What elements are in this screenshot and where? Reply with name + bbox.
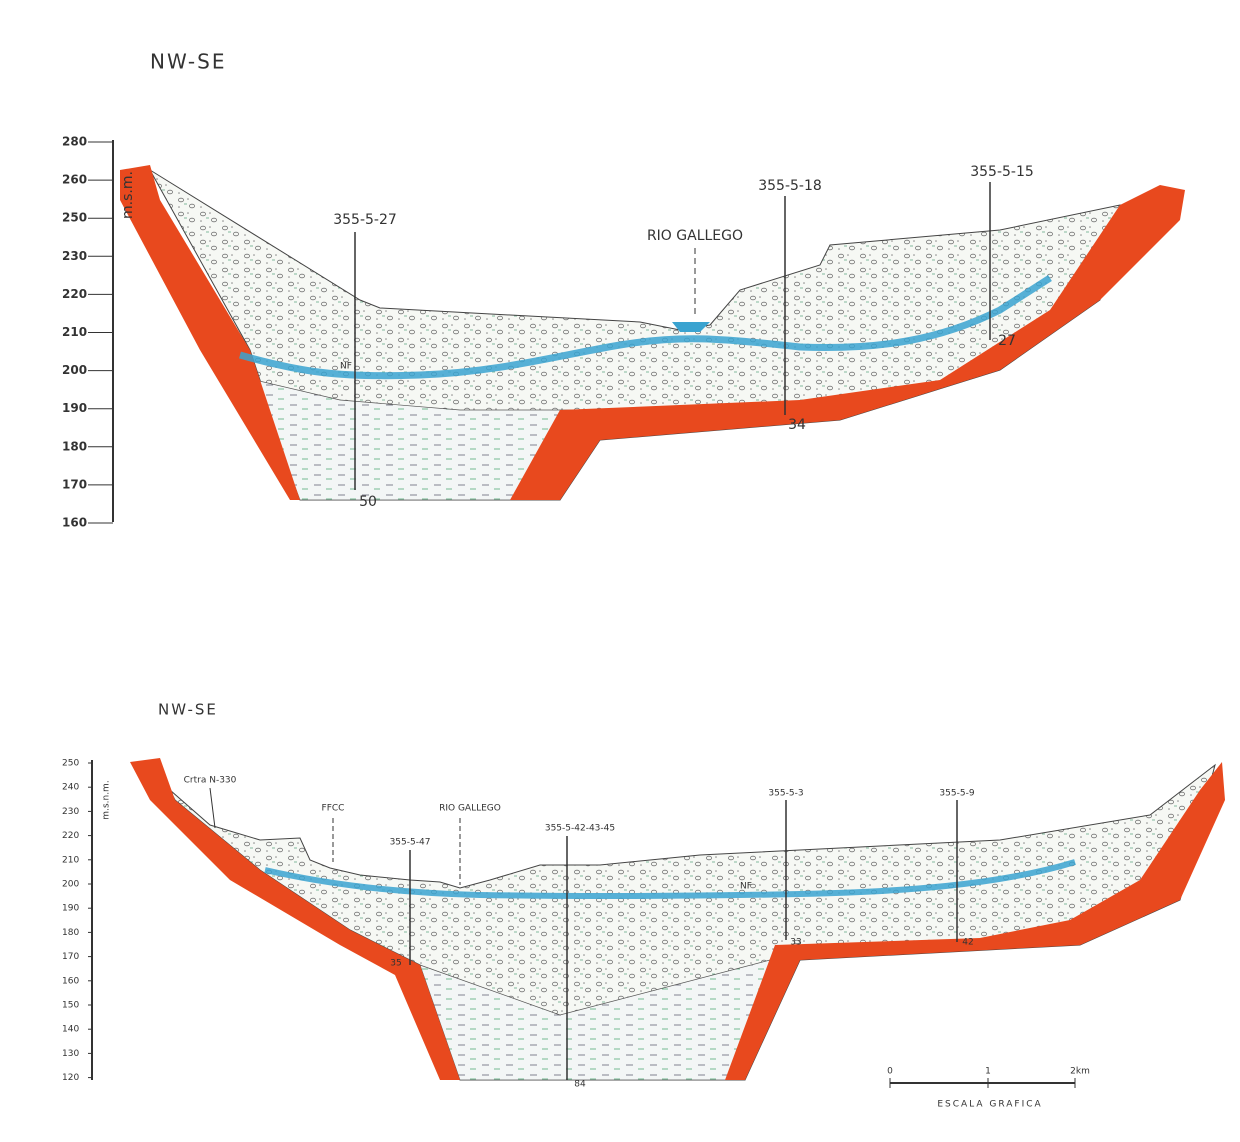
section-bottom [92,758,1225,1088]
label: NW-SE [158,701,218,719]
label: m.s.m. [120,171,136,219]
label: 190 [62,401,87,415]
label: 160 [62,976,79,986]
landmark-marker [210,788,215,828]
label: 220 [62,831,79,841]
label: 180 [62,928,79,938]
label: 150 [62,1001,79,1011]
label: 250 [62,759,79,769]
label: 34 [788,417,806,433]
label: 355-5-47 [390,838,431,848]
label: NF [740,882,752,892]
label: 355-5-3 [768,789,803,799]
label: 170 [62,477,87,491]
label: ESCALA GRAFICA [937,1100,1042,1110]
label: 355-5-27 [333,212,397,228]
section-top [113,140,1185,522]
label: 130 [62,1049,79,1059]
label: 140 [62,1025,79,1035]
label: 84 [574,1080,586,1090]
label: 210 [62,855,79,865]
label: 50 [359,494,377,510]
label: 355-5-15 [970,164,1034,180]
label: 200 [62,363,87,377]
label: 27 [998,333,1016,349]
label: 355-5-18 [758,178,822,194]
label: FFCC [322,804,345,814]
label: 190 [62,904,79,914]
label: 33 [790,938,801,948]
label: 180 [62,439,87,453]
label: Crtra N-330 [184,776,237,786]
label: 120 [62,1073,79,1083]
label: 35 [390,959,401,969]
label: NW-SE [150,50,226,74]
label: 250 [62,211,87,225]
label: 220 [62,287,87,301]
label: 1 [985,1067,991,1077]
cross-sections: NW-SE m.s.m. 280 260 250 230 220 210 200 190 180 17… [0,0,1240,1142]
label: 200 [62,880,79,890]
label: NF [340,362,352,372]
label: 355-5-42-43-45 [545,824,615,834]
label: 240 [62,783,79,793]
label: 230 [62,249,87,263]
label: 230 [62,807,79,817]
label: 2km [1070,1067,1090,1077]
label: 160 [62,516,87,530]
label: 0 [887,1067,893,1077]
label: 355-5-9 [939,789,974,799]
label: 42 [962,938,973,948]
label: m.s.n.m. [102,780,112,819]
label: RIO GALLEGO [439,804,501,814]
label: 210 [62,325,87,339]
label: RIO GALLEGO [647,228,743,244]
label: 280 [62,135,87,149]
label: 260 [62,173,87,187]
label: 170 [62,952,79,962]
